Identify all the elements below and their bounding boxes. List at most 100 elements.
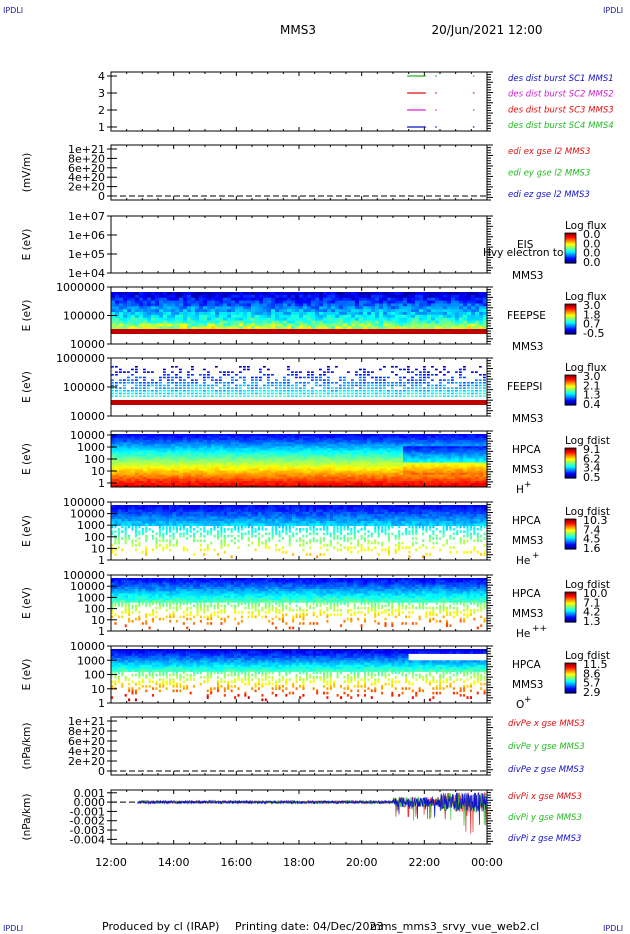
feeps-e-cell (483, 303, 488, 307)
hpca-h-cell (271, 472, 276, 476)
feeps-i-cell (427, 387, 430, 389)
feeps-i-cell (355, 390, 358, 392)
feeps-e-cell (355, 309, 360, 313)
feeps-e-cell (255, 323, 260, 327)
feeps-i-cell (291, 387, 294, 389)
feeps-e-cell (171, 317, 176, 321)
hpca-h-cell (387, 470, 392, 474)
hpca-h-cell (307, 476, 312, 480)
hpca-h-cell (255, 472, 260, 476)
hpca-h-cell (355, 450, 360, 453)
hpca-h-cell (419, 438, 424, 441)
feeps-e-cell (375, 320, 380, 324)
hpca-h-cell (235, 464, 240, 468)
hpca-h-cell (451, 468, 456, 472)
feeps-i-cell (339, 390, 342, 392)
hpca-h-cell (435, 482, 440, 486)
feeps-i-cell (203, 379, 206, 381)
feeps-i-cell (331, 387, 334, 389)
hpca-h-cell (159, 470, 164, 474)
feeps-e-cell (207, 297, 212, 301)
hpca-h-cell (139, 448, 144, 451)
feeps-i-cell (323, 392, 326, 395)
hpca-h-cell (259, 462, 264, 465)
feeps-e-cell (159, 294, 164, 299)
feeps-i-cell (431, 384, 434, 387)
feeps-e-cell (431, 300, 436, 304)
hpca-h-cell (135, 442, 140, 445)
feeps-e-cell (463, 306, 468, 310)
feeps-i-cell (439, 392, 442, 395)
hpca-h-cell (427, 472, 432, 476)
hpca-h-cell (347, 434, 352, 437)
feeps-e-cell (355, 323, 360, 327)
hpca-h-cell (239, 480, 244, 484)
feeps-i-cell (215, 390, 218, 392)
feeps-e-cell (283, 309, 288, 313)
hpca-h-cell (219, 478, 224, 482)
feeps-i-cell (179, 395, 182, 397)
feeps-e-cell (459, 314, 464, 319)
hpca-h-cell (187, 470, 192, 474)
feeps-e-cell (267, 306, 272, 310)
feeps-e-cell (147, 294, 152, 299)
feeps-e-cell (339, 297, 344, 301)
feeps-i-cell (483, 387, 486, 389)
hpca-h-cell (231, 452, 236, 455)
hpca-h-cell (219, 440, 224, 443)
hpca-h-cell (267, 480, 272, 484)
feeps-i-cell (203, 374, 206, 376)
hpca-h-cell (195, 474, 200, 478)
hpca-h-cell (283, 456, 288, 459)
hpca-h-cell (331, 466, 336, 470)
hpca-h-cell (163, 448, 168, 451)
hpca-h-cell (259, 454, 264, 457)
eis-colorbar-cell (565, 245, 576, 247)
hpca-h-cell (231, 484, 236, 488)
hpca-h-cell (199, 480, 204, 484)
hpca-h-cell (383, 448, 388, 451)
hpca-h-cell (127, 482, 132, 486)
feeps-e-cell (155, 323, 160, 327)
hpca-h-cell (207, 462, 212, 465)
hpca-h-cell (283, 462, 288, 465)
feeps-i-cell (199, 395, 202, 397)
feeps-e-cell (483, 294, 488, 299)
hpca-h-cell (423, 434, 428, 437)
feeps-e-cell (311, 294, 316, 299)
hpca-h-cell (319, 460, 324, 463)
hpca-h-cell (411, 458, 416, 461)
hpca-h-cell (291, 464, 296, 468)
feeps-e-cell (263, 314, 268, 319)
feeps-e-cell (427, 294, 432, 299)
feeps-e-cell (359, 320, 364, 324)
feeps-e-cell (287, 314, 292, 319)
hpca-h-cell (231, 464, 236, 468)
hpca-h-cell (207, 440, 212, 443)
hpca-h-cell (375, 456, 380, 459)
feeps-e-cell (367, 292, 372, 296)
feeps-i-cell (235, 379, 238, 381)
feeps-e-cell (283, 314, 288, 319)
feeps-e-cell (187, 292, 192, 296)
feeps-i-cell (303, 384, 306, 387)
hpca-h-cell (379, 442, 384, 445)
hpca-h-cell (347, 476, 352, 480)
hpca-h-cell (295, 484, 300, 488)
hpca-h-cell (335, 456, 340, 459)
feeps-e-cell (351, 317, 356, 321)
hpca-h-cell (335, 472, 340, 476)
hpca-h-cell (151, 484, 156, 488)
feeps-e-cell (239, 314, 244, 319)
hpca-h-cell (215, 460, 220, 463)
hpca-h-cell (315, 454, 320, 457)
feeps-i-cell (251, 382, 254, 384)
edi-ytick-label: 8e+20 (68, 152, 105, 165)
feeps-e-cell (215, 320, 220, 324)
hpca-h-cell (351, 458, 356, 461)
hpca-h-cell (283, 440, 288, 443)
feeps-i-cell (347, 390, 350, 392)
hpca-h-cell (415, 464, 420, 468)
feeps-i-cell (475, 395, 478, 397)
hpca-h-cell (211, 436, 216, 439)
